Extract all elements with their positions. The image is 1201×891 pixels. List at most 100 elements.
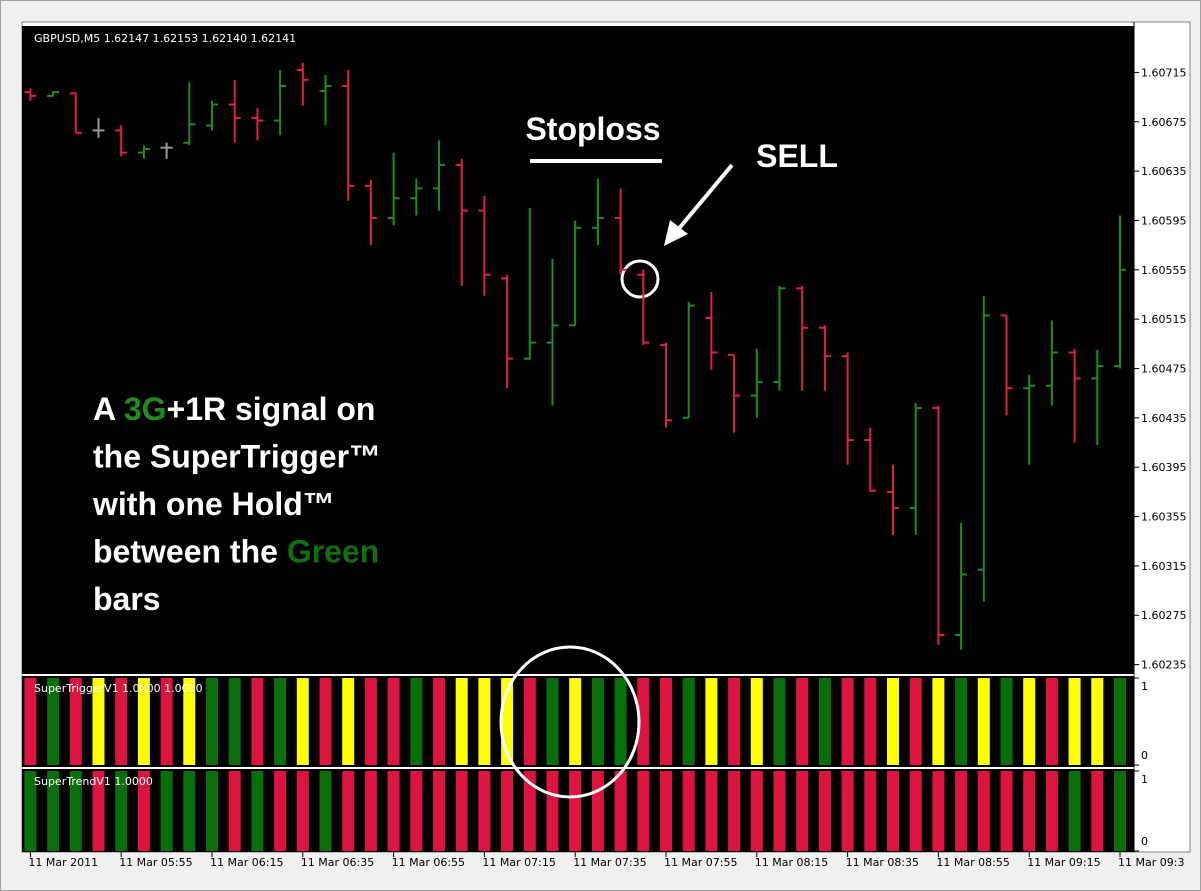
callout-text: A [93,391,124,427]
indicator-bar [705,678,718,765]
indicator-bar [660,771,672,851]
x-tick-label: 11 Mar 07:55 [664,856,737,869]
y-tick-label: 1.60595 [1141,214,1187,227]
indicator-label: SuperTrendV1 1.0000 [34,775,153,788]
indicator-bar [977,678,990,765]
indicator-bar [455,678,468,765]
indicator-bar [728,771,741,851]
y-tick-label: 1.60235 [1141,659,1187,672]
indicator-bar [909,771,922,851]
y-tick-label: 1.60515 [1141,313,1187,326]
indicator-bar [364,678,377,765]
indicator-bar [24,678,37,765]
indicator-bar [1000,771,1013,851]
indicator-bar [1091,771,1104,851]
y-tick-label: 1.60275 [1141,609,1187,622]
callout-line: bars [93,581,161,617]
sell-label: SELL [756,138,838,174]
indicator-bar [523,771,536,851]
indicator-bar [1000,678,1013,765]
indicator-bar [864,771,877,851]
indicator-bar [137,771,150,851]
indicator-bar [137,678,150,765]
sell-arrow [674,163,734,234]
indicator-bar [887,771,899,851]
indicator-bar [92,678,105,765]
callout: A 3G+1R signal on the SuperTrigger™ with o… [92,391,381,617]
callout-text: bars [93,581,161,617]
y-tick-label: 1.60635 [1141,165,1187,178]
indicator-bar [591,678,604,765]
indicator-bar [296,771,309,851]
indicator-bar [364,771,377,851]
x-tick-label: 11 Mar 06:35 [301,856,374,869]
indicator-bar [433,678,445,765]
indicator-bar [569,678,582,765]
indicator-bar [750,771,763,851]
signal-circle [499,645,641,799]
x-tick-label: 11 Mar 07:35 [573,856,646,869]
indicator-bar [274,771,287,851]
y-tick-label: 1.60395 [1141,461,1187,474]
indicator-bar [682,678,695,765]
callout-line: the SuperTrigger™ [93,439,381,475]
indicator-bar [773,771,786,851]
x-tick-label: 11 Mar 08:55 [936,856,1009,869]
y-tick-label: 1.60315 [1141,560,1187,573]
indicator-bar [455,771,468,851]
callout-text: Green [287,534,379,570]
x-tick-label: 11 Mar 06:55 [392,856,465,869]
indicator-bar [160,678,173,765]
callout-text: between the [93,534,287,570]
indicator-bar [501,678,514,765]
indicator-bar [864,678,877,765]
indicator-bar [1068,771,1081,851]
x-tick-label: 11 Mar 06:15 [210,856,283,869]
indicator-label: SuperTriggerV1 1.0000 1.0000 [34,682,203,695]
y-tick-label: 0 [1141,835,1148,848]
callout-text: the SuperTrigger™ [93,439,381,475]
x-tick-label: 11 Mar 08:15 [755,856,828,869]
indicator-bar [206,678,218,765]
indicator-bar [1045,771,1058,851]
indicator-bar [251,678,264,765]
callout-line: A 3G+1R signal on [93,391,375,427]
indicator-bar [501,771,514,851]
callout-line: with one Hold™ [92,486,335,522]
indicator-bar [1023,678,1036,765]
y-tick-label: 1.60675 [1141,116,1187,129]
x-tick-label: 11 Mar 05:55 [119,856,192,869]
indicator-bar [478,771,491,851]
indicator-bar [1068,678,1081,765]
indicator-bar [887,678,899,765]
indicator-bar [569,771,582,851]
indicator-bar [614,678,627,765]
indicator-bar [342,771,355,851]
indicator-bar [1114,771,1126,851]
indicator-bar [319,771,332,851]
callout-text: with one Hold™ [92,486,335,522]
indicator-bar [47,678,60,765]
indicator-bar [1114,678,1126,765]
indicator-bar [750,678,763,765]
indicator-bar [818,678,831,765]
indicator-bar [932,678,945,765]
callout-line: between the Green [93,534,379,570]
y-tick-label: 0 [1141,749,1148,762]
y-tick-label: 1 [1141,680,1148,693]
indicator-bar [841,771,854,851]
y-tick-label: 1 [1141,773,1148,786]
indicator-bar [115,771,128,851]
indicator-bar [47,771,60,851]
indicator-bar [637,771,650,851]
indicator-bar [69,771,82,851]
indicator-bar [614,771,627,851]
x-tick-label: 11 Mar 08:35 [846,856,919,869]
indicator-bar [955,771,968,851]
price-pane [22,26,1134,674]
indicator-bar [818,771,831,851]
chart-title: GBPUSD,M5 1.62147 1.62153 1.62140 1.6214… [34,32,296,45]
y-tick-label: 1.60435 [1141,412,1187,425]
y-tick-label: 1.60715 [1141,66,1187,79]
